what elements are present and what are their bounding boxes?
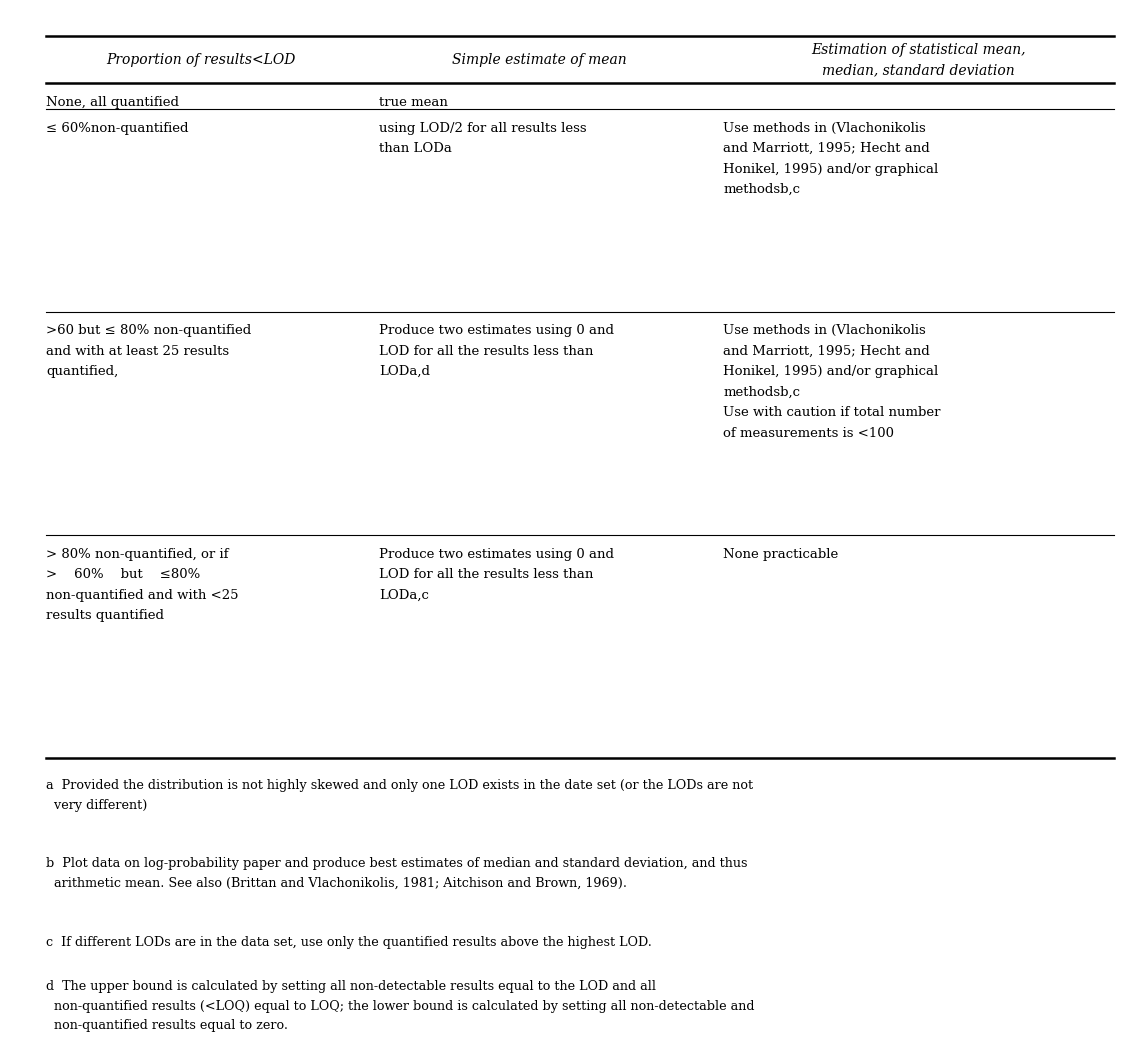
Text: > 80% non-quantified, or if
>    60%    but    ≤80%
non-quantified and with <25
: > 80% non-quantified, or if > 60% but ≤8… <box>46 548 239 622</box>
Text: using LOD/2 for all results less
than LODa: using LOD/2 for all results less than LO… <box>379 122 587 155</box>
Text: None, all quantified: None, all quantified <box>46 96 179 109</box>
Text: a  Provided the distribution is not highly skewed and only one LOD exists in the: a Provided the distribution is not highl… <box>46 779 753 811</box>
Text: true mean: true mean <box>379 96 448 109</box>
Text: Simple estimate of mean: Simple estimate of mean <box>452 53 627 68</box>
Text: Produce two estimates using 0 and
LOD for all the results less than
LODa,c: Produce two estimates using 0 and LOD fo… <box>379 548 614 602</box>
Text: ≤ 60%non-quantified: ≤ 60%non-quantified <box>46 122 188 135</box>
Text: None practicable: None practicable <box>723 548 838 561</box>
Text: d  The upper bound is calculated by setting all non-detectable results equal to : d The upper bound is calculated by setti… <box>46 981 754 1033</box>
Text: b  Plot data on log-probability paper and produce best estimates of median and s: b Plot data on log-probability paper and… <box>46 857 747 889</box>
Text: c  If different LODs are in the data set, use only the quantified results above : c If different LODs are in the data set,… <box>46 935 652 949</box>
Text: >60 but ≤ 80% non-quantified
and with at least 25 results
quantified,: >60 but ≤ 80% non-quantified and with at… <box>46 324 251 378</box>
Text: Use methods in (Vlachonikolis
and Marriott, 1995; Hecht and
Honikel, 1995) and/o: Use methods in (Vlachonikolis and Marrio… <box>723 324 940 439</box>
Text: Estimation of statistical mean,
median, standard deviation: Estimation of statistical mean, median, … <box>812 43 1025 78</box>
Text: Produce two estimates using 0 and
LOD for all the results less than
LODa,d: Produce two estimates using 0 and LOD fo… <box>379 324 614 378</box>
Text: Proportion of results<LOD: Proportion of results<LOD <box>107 53 295 68</box>
Text: Use methods in (Vlachonikolis
and Marriott, 1995; Hecht and
Honikel, 1995) and/o: Use methods in (Vlachonikolis and Marrio… <box>723 122 939 196</box>
